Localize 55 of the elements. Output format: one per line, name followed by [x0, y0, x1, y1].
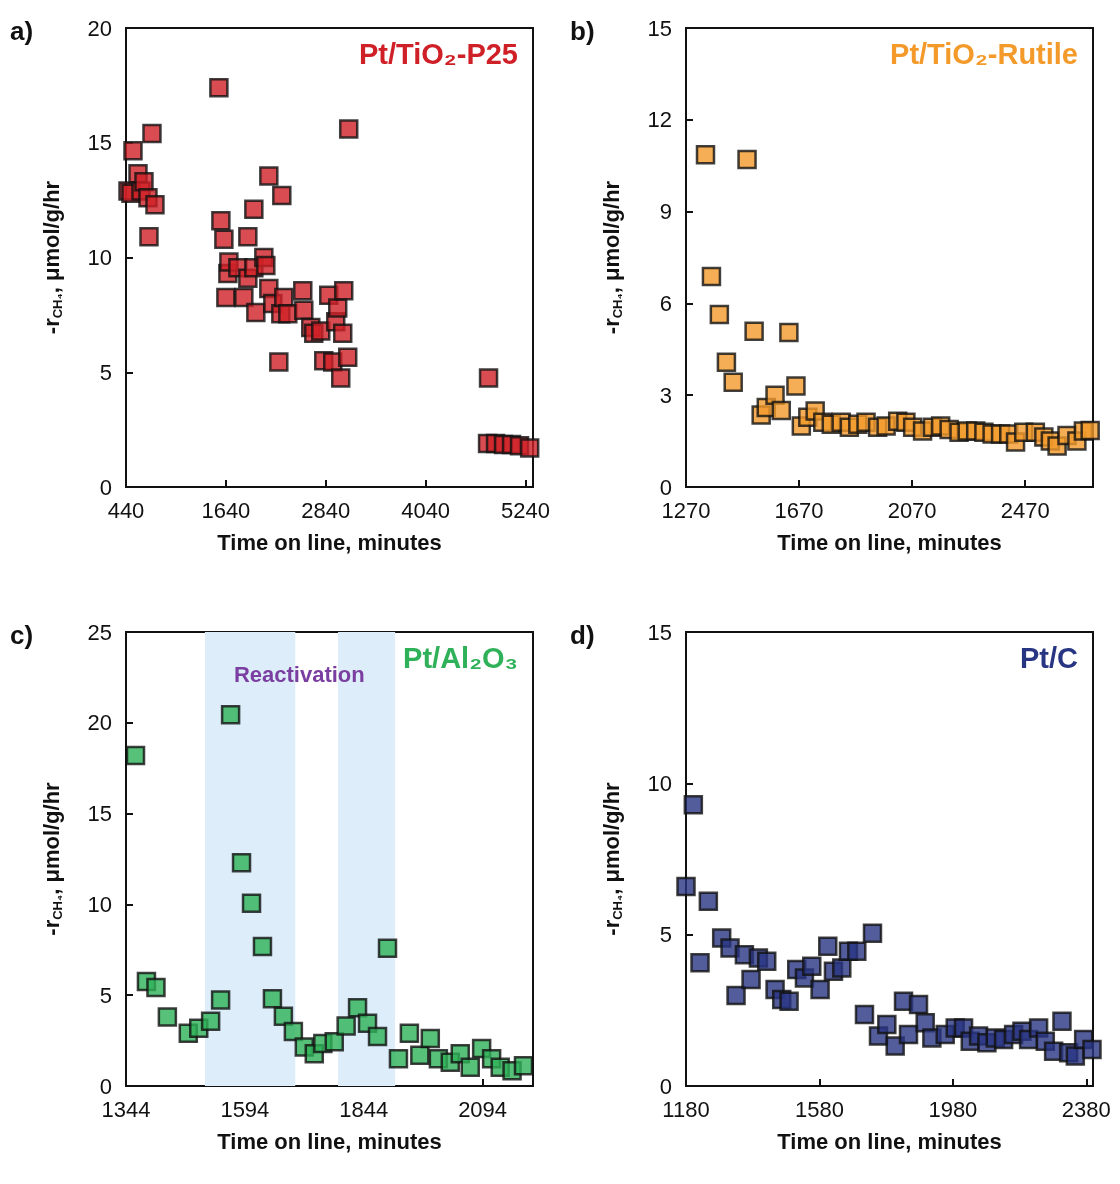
- x-tick-label: 1580: [794, 1096, 844, 1122]
- y-tick-label: 20: [87, 710, 112, 736]
- y-tick-label: 0: [99, 1073, 112, 1099]
- x-tick-label: 4040: [401, 497, 451, 523]
- text: Pt/Al₂O₃: [403, 641, 519, 674]
- y-tick-label: 5: [99, 359, 112, 385]
- y-axis-title: -rCH₄, μmol/g/hr: [599, 180, 625, 335]
- text: c): [10, 620, 34, 650]
- y-tick-label: 15: [647, 15, 672, 41]
- y-tick-label: 15: [87, 130, 112, 156]
- y-axis-title: -rCH₄, μmol/g/hr: [39, 781, 65, 936]
- y-tick-label: 12: [647, 107, 672, 133]
- text: b): [570, 16, 595, 46]
- x-tick-label: 2840: [301, 497, 351, 523]
- x-tick-label: 1670: [774, 497, 824, 523]
- y-tick-label: 0: [659, 474, 672, 500]
- x-tick-label: 1640: [201, 497, 251, 523]
- y-tick-label: 20: [87, 15, 112, 41]
- y-tick-label: 10: [87, 245, 112, 270]
- y-axis-title: -rCH₄, μmol/g/hr: [39, 180, 65, 335]
- x-tick-label: 1180: [662, 1096, 710, 1122]
- text: a): [10, 16, 34, 46]
- x-tick-label: 1980: [928, 1096, 978, 1122]
- text: Pt/TiO₂-Rutile: [890, 37, 1079, 70]
- x-tick-label: 2380: [1061, 1096, 1111, 1122]
- x-tick-label: 1594: [220, 1096, 270, 1122]
- y-tick-label: 15: [647, 619, 672, 645]
- y-tick-label: 10: [87, 891, 112, 917]
- y-tick-label: 15: [87, 801, 112, 827]
- y-tick-label: 0: [99, 474, 112, 500]
- x-tick-label: 2470: [1000, 497, 1050, 523]
- x-tick-label: 2070: [887, 497, 937, 523]
- x-tick-label: 1270: [661, 497, 711, 523]
- y-axis-title: -rCH₄, μmol/g/hr: [599, 781, 625, 936]
- x-axis-title: Time on line, minutes: [777, 1128, 1002, 1154]
- x-tick-label: 2094: [458, 1096, 508, 1122]
- y-tick-label: 9: [659, 199, 672, 225]
- y-tick-label: 10: [647, 770, 672, 796]
- x-tick-label: 5240: [501, 497, 550, 523]
- x-tick-label: 1344: [101, 1096, 151, 1122]
- y-tick-label: 5: [659, 922, 672, 948]
- x-tick-label: 1844: [339, 1096, 389, 1122]
- y-tick-label: 5: [99, 982, 112, 1008]
- series-label: Pt/TiO₂-P25: [359, 37, 519, 70]
- y-tick-label: 25: [87, 619, 112, 645]
- x-tick-label: 440: [107, 497, 145, 523]
- text: d): [570, 620, 595, 650]
- y-tick-label: 6: [659, 290, 672, 316]
- x-axis-title: Time on line, minutes: [217, 1128, 442, 1154]
- band-label: Reactivation: [233, 661, 365, 687]
- y-tick-label: 3: [659, 382, 672, 408]
- x-axis-title: Time on line, minutes: [217, 529, 442, 555]
- x-axis-title: Time on line, minutes: [777, 529, 1002, 555]
- y-tick-label: 0: [659, 1073, 672, 1099]
- text: Pt/C: [1020, 641, 1079, 674]
